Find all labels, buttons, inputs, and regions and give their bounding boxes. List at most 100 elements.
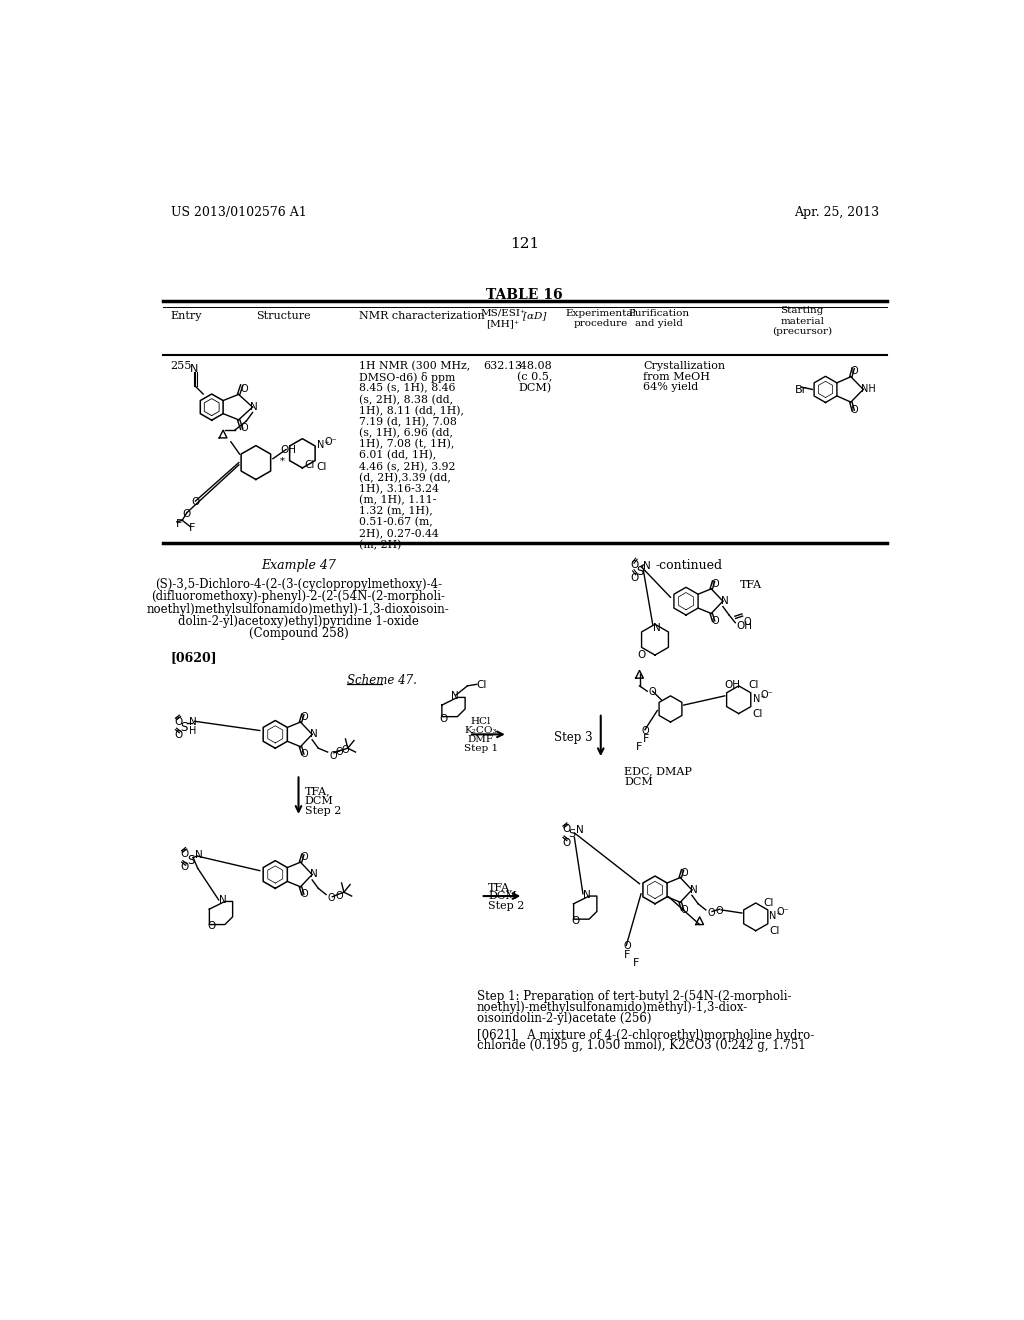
Text: HCl: HCl [470, 717, 490, 726]
Text: O: O [300, 890, 308, 899]
Text: O: O [712, 615, 719, 626]
Text: dolin-2-yl)acetoxy)ethyl)pyridine 1-oxide: dolin-2-yl)acetoxy)ethyl)pyridine 1-oxid… [178, 615, 419, 628]
Text: O⁻: O⁻ [325, 437, 337, 446]
Text: K₂CO₃: K₂CO₃ [464, 726, 497, 735]
Text: 8.45 (s, 1H), 8.46: 8.45 (s, 1H), 8.46 [359, 383, 456, 393]
Text: O: O [180, 862, 189, 873]
Text: 64% yield: 64% yield [643, 383, 698, 392]
Text: O: O [300, 748, 308, 759]
Text: O: O [562, 837, 570, 847]
Text: 1H), 7.08 (t, 1H),: 1H), 7.08 (t, 1H), [359, 440, 455, 449]
Text: N: N [452, 692, 459, 701]
Text: Step 3: Step 3 [554, 730, 593, 743]
Text: F: F [636, 742, 642, 752]
Text: 1H), 3.16-3.24: 1H), 3.16-3.24 [359, 483, 439, 494]
Text: Purification
and yield: Purification and yield [629, 309, 689, 327]
Text: N: N [219, 895, 226, 906]
Text: O: O [743, 616, 751, 627]
Text: 4.46 (s, 2H), 3.92: 4.46 (s, 2H), 3.92 [359, 462, 456, 471]
Text: N⁺: N⁺ [753, 693, 765, 704]
Text: N: N [583, 890, 591, 900]
Text: O: O [708, 908, 715, 919]
Text: [0621]   A mixture of 4-(2-chloroethyl)morpholine hydro-: [0621] A mixture of 4-(2-chloroethyl)mor… [477, 1028, 814, 1041]
Text: *: * [280, 457, 285, 466]
Text: oisoindolin-2-yl)acetate (256): oisoindolin-2-yl)acetate (256) [477, 1011, 651, 1024]
Text: O: O [336, 891, 343, 902]
Text: Entry: Entry [171, 312, 202, 321]
Text: N⁺: N⁺ [769, 911, 781, 920]
Text: N: N [643, 561, 651, 572]
Text: 1.32 (m, 1H),: 1.32 (m, 1H), [359, 506, 433, 516]
Text: NMR characterization: NMR characterization [359, 312, 484, 321]
Text: TFA,: TFA, [488, 882, 514, 892]
Text: Cl: Cl [764, 898, 774, 908]
Text: from MeOH: from MeOH [643, 372, 711, 381]
Text: 1H NMR (300 MHz,: 1H NMR (300 MHz, [359, 360, 470, 371]
Text: N: N [250, 401, 258, 412]
Text: H: H [189, 726, 197, 735]
Text: O: O [342, 744, 349, 755]
Text: F: F [643, 734, 650, 744]
Text: O: O [174, 730, 182, 739]
Text: N: N [721, 595, 728, 606]
Text: TABLE 16: TABLE 16 [486, 288, 563, 302]
Text: 0.51-0.67 (m,: 0.51-0.67 (m, [359, 517, 433, 528]
Text: O: O [715, 906, 723, 916]
Text: O: O [642, 726, 649, 735]
Text: 2H), 0.27-0.44: 2H), 0.27-0.44 [359, 528, 438, 539]
Text: O: O [630, 560, 638, 570]
Text: O: O [300, 853, 308, 862]
Text: O⁻: O⁻ [761, 689, 773, 700]
Text: O: O [562, 825, 570, 834]
Text: EDC, DMAP: EDC, DMAP [624, 767, 692, 776]
Text: S: S [568, 829, 575, 840]
Text: F: F [624, 950, 631, 960]
Text: 7.19 (d, 1H), 7.08: 7.19 (d, 1H), 7.08 [359, 417, 457, 428]
Text: O: O [182, 508, 190, 519]
Text: O: O [571, 916, 580, 927]
Text: 1H), 8.11 (dd, 1H),: 1H), 8.11 (dd, 1H), [359, 405, 464, 416]
Text: 632.13: 632.13 [483, 360, 522, 371]
Text: O: O [439, 714, 447, 723]
Text: S: S [180, 721, 188, 734]
Text: S: S [187, 854, 195, 867]
Text: Cl: Cl [769, 927, 779, 936]
Text: O: O [241, 384, 248, 393]
Text: Br: Br [796, 385, 808, 395]
Text: N: N [310, 729, 317, 739]
Text: Cl: Cl [304, 461, 314, 470]
Text: O: O [680, 904, 688, 915]
Text: O: O [329, 751, 337, 760]
Text: (Compound 258): (Compound 258) [249, 627, 348, 640]
Text: -continued: -continued [655, 558, 722, 572]
Text: O: O [300, 711, 308, 722]
Text: noethyl)-methylsulfonamido)methyl)-1,3-diox-: noethyl)-methylsulfonamido)methyl)-1,3-d… [477, 1001, 748, 1014]
Text: O: O [851, 366, 858, 376]
Text: chloride (0.195 g, 1.050 mmol), K2CO3 (0.242 g, 1.751: chloride (0.195 g, 1.050 mmol), K2CO3 (0… [477, 1039, 806, 1052]
Text: OH: OH [725, 680, 740, 689]
Text: (s, 1H), 6.96 (dd,: (s, 1H), 6.96 (dd, [359, 428, 453, 438]
Text: N⁺: N⁺ [316, 440, 330, 450]
Text: 6.01 (dd, 1H),: 6.01 (dd, 1H), [359, 450, 436, 461]
Text: DMSO-d6) δ ppm: DMSO-d6) δ ppm [359, 372, 456, 383]
Text: N: N [575, 825, 584, 836]
Text: O: O [207, 921, 215, 932]
Text: DMF: DMF [468, 735, 494, 744]
Text: O: O [680, 867, 688, 878]
Text: N: N [189, 718, 197, 727]
Text: (c 0.5,: (c 0.5, [517, 372, 553, 381]
Text: N: N [190, 364, 199, 374]
Text: (m, 2H): (m, 2H) [359, 540, 401, 550]
Text: O: O [241, 422, 248, 433]
Text: (m, 1H), 1.11-: (m, 1H), 1.11- [359, 495, 436, 506]
Text: Cl: Cl [316, 462, 327, 473]
Text: (difluoromethoxy)-phenyl)-2-(2-(54N-(2-morpholi-: (difluoromethoxy)-phenyl)-2-(2-(54N-(2-m… [152, 590, 445, 603]
Text: [0620]: [0620] [171, 651, 217, 664]
Text: O: O [191, 498, 200, 507]
Text: Experimental
procedure: Experimental procedure [565, 309, 636, 327]
Text: OH: OH [737, 622, 753, 631]
Text: N: N [195, 850, 203, 859]
Text: DCM: DCM [488, 891, 517, 902]
Text: N: N [689, 884, 697, 895]
Text: O: O [624, 941, 632, 952]
